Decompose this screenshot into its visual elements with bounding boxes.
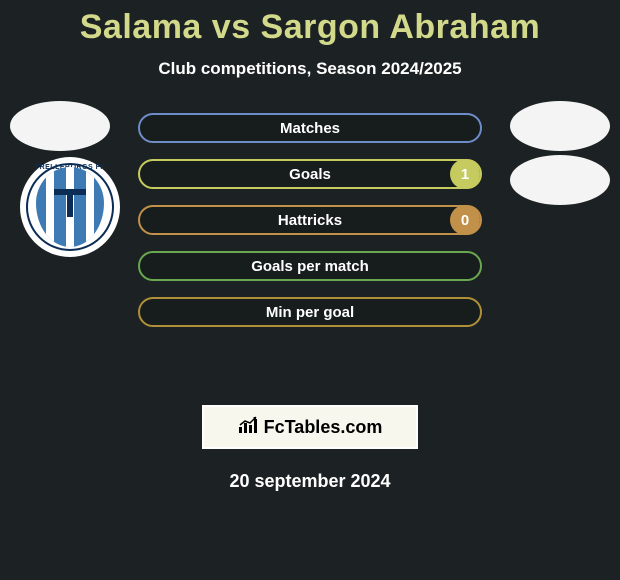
- stat-bar-right-value: 1: [450, 159, 480, 189]
- stat-bar-label: Min per goal: [266, 304, 354, 321]
- branding-box: FcTables.com: [202, 405, 418, 449]
- stat-bar: Min per goal: [138, 297, 482, 327]
- date-text: 20 september 2024: [0, 471, 620, 492]
- stat-bar: Goals per match: [138, 251, 482, 281]
- crest-letter-stem: [67, 189, 73, 217]
- stat-bar-right-value: 0: [450, 205, 480, 235]
- page-title: Salama vs Sargon Abraham: [0, 0, 620, 47]
- branding-text: FcTables.com: [264, 417, 383, 438]
- player-right-avatar-1: [510, 101, 610, 151]
- player-right-avatar-2: [510, 155, 610, 205]
- stat-bar-label: Goals per match: [251, 258, 369, 275]
- bars-container: Matches Goals 1 Hattricks 0 Goals per match Mi…: [138, 113, 482, 343]
- comparison-chart: TRELLEBORGS FF Matches Goals 1 Hattricks 0 Go…: [0, 113, 620, 393]
- club-crest: TRELLEBORGS FF: [20, 157, 120, 257]
- player-left-avatar: [10, 101, 110, 151]
- crest-stripe: [46, 167, 54, 247]
- stat-bar: Goals 1: [138, 159, 482, 189]
- branding-inner: FcTables.com: [204, 407, 416, 447]
- stat-bar: Hattricks 0: [138, 205, 482, 235]
- crest-shield: [36, 167, 104, 247]
- subtitle: Club competitions, Season 2024/2025: [0, 59, 620, 79]
- stat-bar: Matches: [138, 113, 482, 143]
- stat-bar-label: Goals: [289, 166, 331, 183]
- stat-bar-label: Matches: [280, 120, 340, 137]
- stat-bar-label: Hattricks: [278, 212, 342, 229]
- crest-stripe: [86, 167, 94, 247]
- chart-icon: [238, 416, 260, 439]
